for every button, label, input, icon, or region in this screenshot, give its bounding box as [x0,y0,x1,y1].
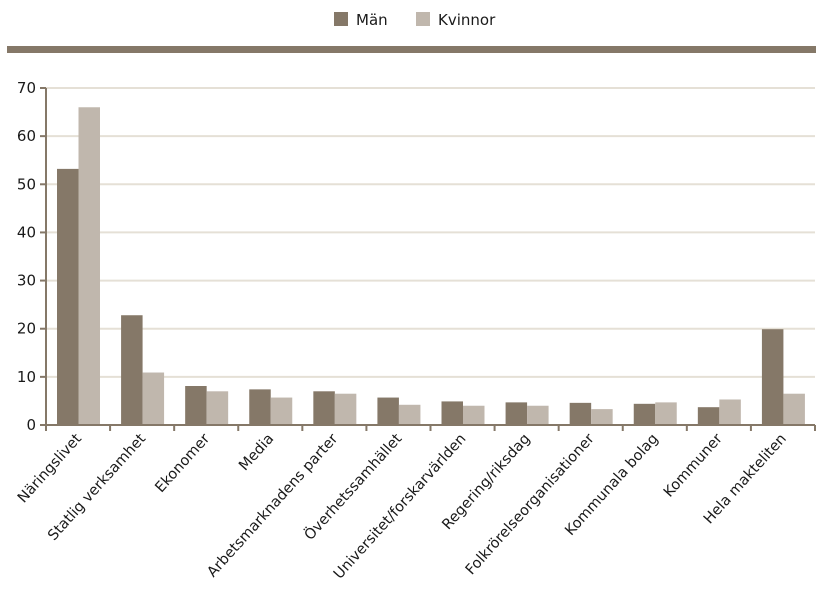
bar-man [121,315,143,425]
x-tick-label: Arbetsmarknadens parter [204,431,341,581]
bar-man [377,397,399,425]
x-tick-label: Universitet/forskarvärlden [331,431,470,582]
y-tick-label: 10 [17,368,36,386]
x-tick-label: Ekonomer [152,431,213,496]
bar-man [57,168,79,425]
bar-kvinnor [334,393,357,425]
x-tick-label: Näringslivet [15,431,85,507]
y-tick-label: 40 [17,223,36,241]
bar-man [185,386,207,425]
y-tick-label: 70 [17,79,36,97]
bar-man [505,402,528,425]
bar-kvinnor [206,391,229,425]
bar-kvinnor [463,405,485,425]
x-tick-label: Media [236,431,277,474]
legend: Män Kvinnor [334,11,496,29]
y-tick-label: 20 [17,320,36,338]
bar-kvinnor [142,372,165,425]
bar-man [633,403,656,425]
x-tick-label: Folkrörelseorganisationer [463,431,598,578]
bar-man [697,407,720,425]
axes [40,87,816,431]
bar-kvinnor [527,405,549,425]
bar-kvinnor [783,393,805,425]
y-tick-label: 0 [26,416,36,434]
bar-kvinnor [398,404,421,425]
legend-label-kvinnor: Kvinnor [438,11,496,29]
bar-kvinnor [719,399,741,425]
bar-kvinnor [655,402,677,425]
bar-man [313,391,335,425]
bar-man [761,329,784,425]
bar-man [441,401,463,425]
y-tick-labels: 0 10 20 30 40 50 60 70 [17,79,36,434]
bar-kvinnor [270,397,293,425]
bar-man [569,402,592,425]
bars [57,107,805,425]
y-tick-label: 30 [17,272,36,290]
legend-swatch-man [334,12,348,26]
legend-label-man: Män [356,11,388,29]
header-rule [7,46,816,53]
gridlines [46,87,815,378]
bar-kvinnor [591,409,613,425]
legend-swatch-kvinnor [416,12,430,26]
y-tick-label: 50 [17,175,36,193]
y-tick-label: 60 [17,127,36,145]
bar-man [249,389,271,425]
bar-kvinnor [78,107,100,425]
x-tick-label: Kommuner [661,431,726,501]
